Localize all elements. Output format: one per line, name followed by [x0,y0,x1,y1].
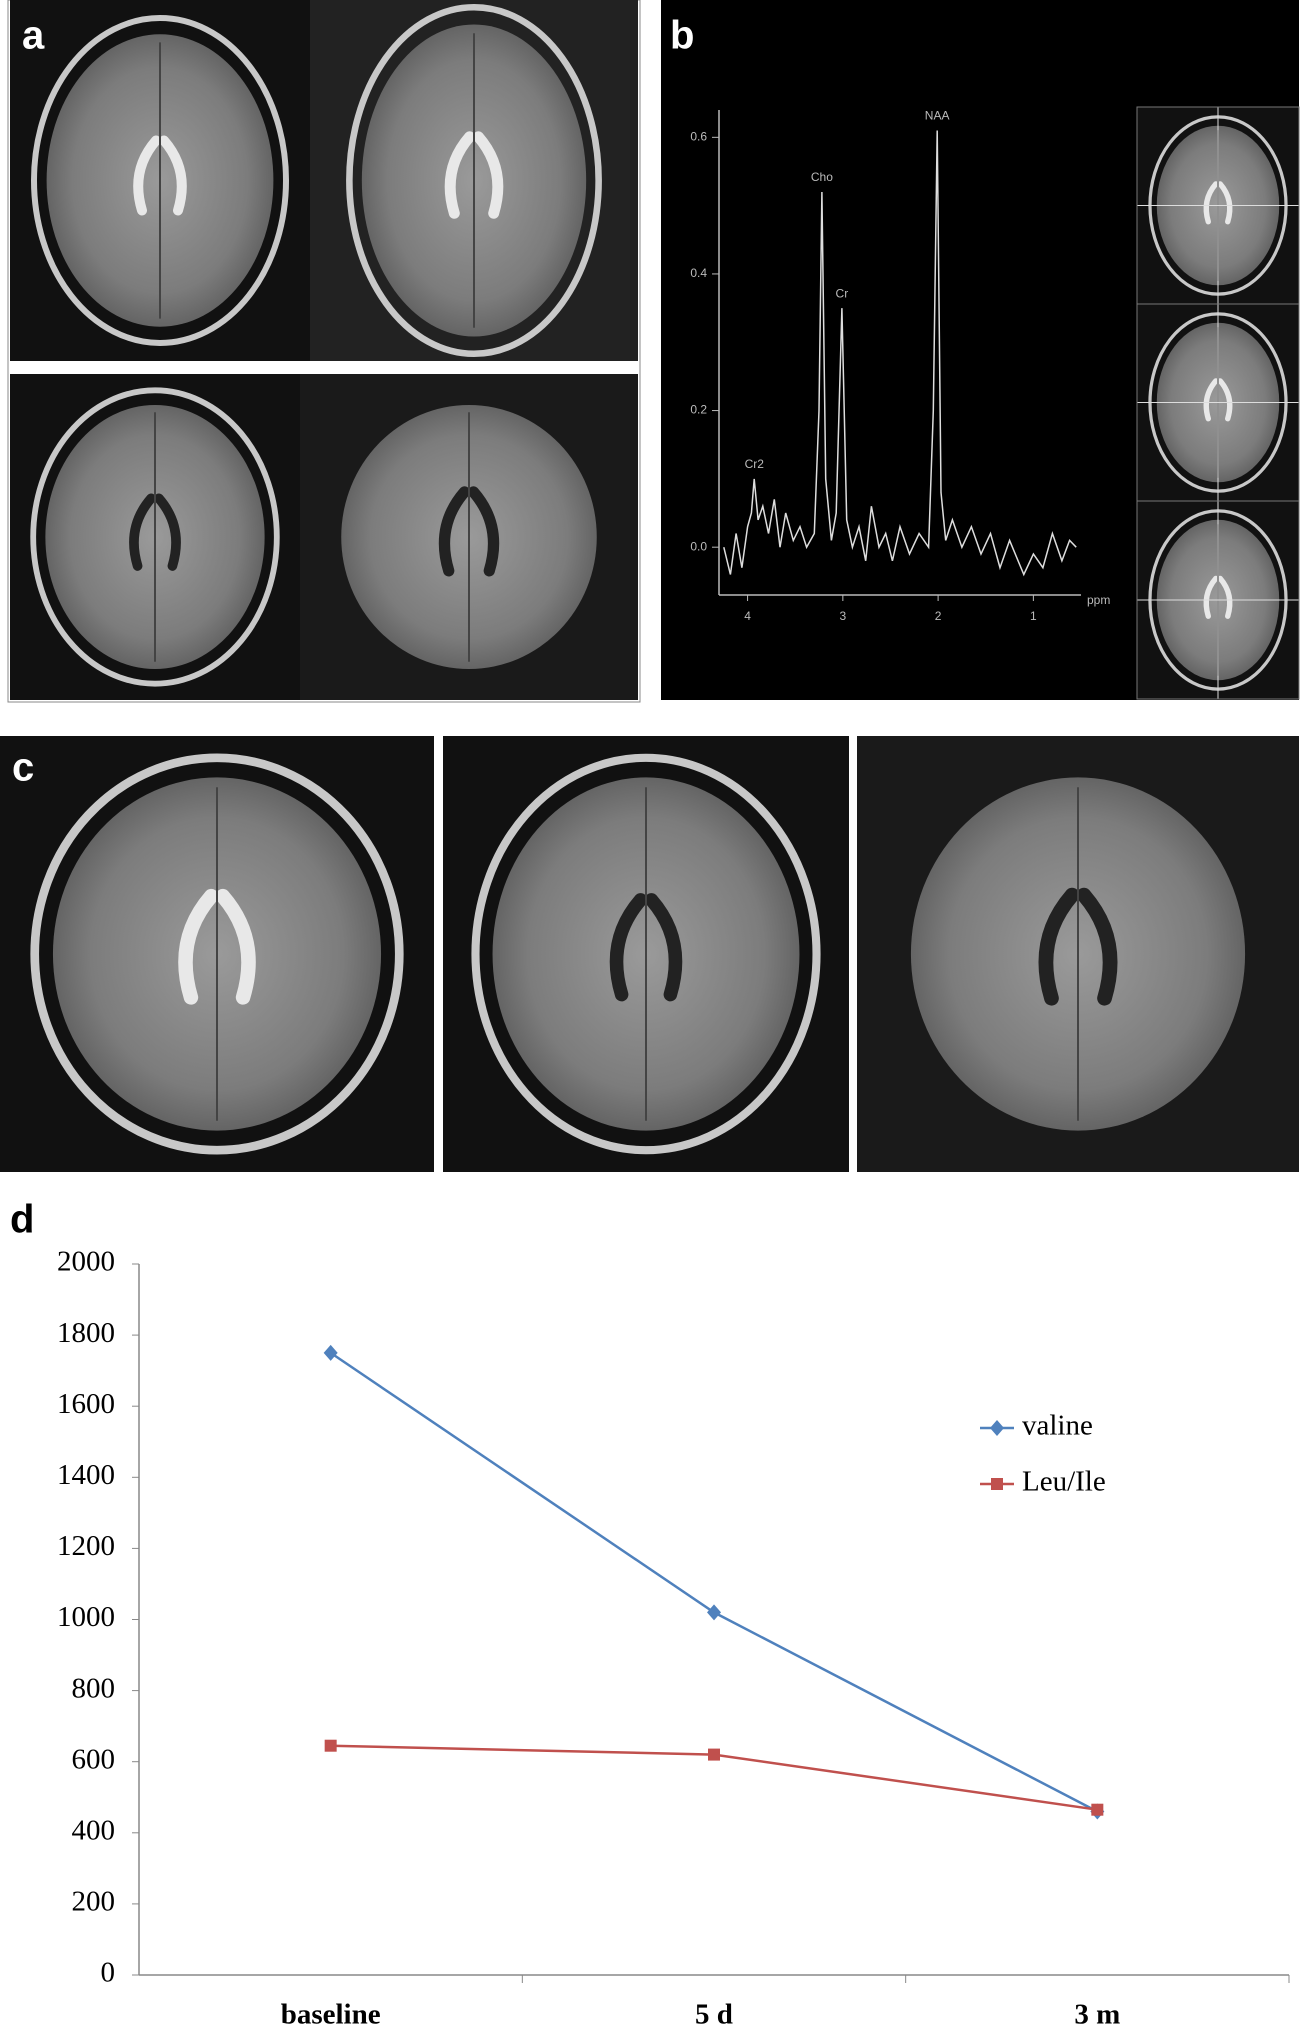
ventricle [1203,181,1233,225]
ventricle [133,135,187,216]
skull [471,753,821,1155]
ventricle [609,893,683,1002]
peak-label: Cho [811,170,833,184]
panel-label: d [10,1198,34,1242]
legend-marker [990,1420,1004,1436]
marker [324,1739,337,1752]
legend-label: valine [1022,1410,1093,1442]
y-tick-label: 1000 [57,1601,115,1633]
ventricle [1203,575,1233,619]
x-tick-label: baseline [281,1999,381,2031]
x-tick-label: 3 [839,609,846,623]
x-tick-label: 5 d [695,1999,733,2031]
y-tick-label: 200 [72,1886,116,1918]
panel-label: c [12,746,34,790]
x-axis-label: ppm [1087,593,1110,607]
x-tick-label: 2 [935,609,942,623]
y-tick-label: 0.2 [690,403,707,417]
y-tick-label: 1600 [57,1388,115,1420]
x-tick-label: 1 [1030,609,1037,623]
marker [708,1748,720,1761]
peak-label: Cr [836,286,849,300]
thumb-frame [1136,500,1300,700]
x-tick-label: 4 [744,609,751,623]
panel-label: a [22,14,45,58]
plots: 0.0 0.2 0.4 0.6 4 3 2 1 ppm Cr2 Cho Cr NAA baseline 5 … [57,109,1290,2031]
skull [346,3,602,358]
x-tick-label: 3 m [1074,1999,1120,2031]
y-tick-label: 0.0 [690,539,707,553]
legend-marker [991,1478,1003,1490]
panel-label: b [670,14,694,58]
y-tick-label: 0.6 [690,129,707,143]
y-tick-label: 1200 [57,1530,115,1562]
y-tick-label: 600 [72,1743,116,1775]
ventricle [438,486,500,577]
y-tick-label: 2000 [57,1246,115,1278]
y-tick-label: 800 [72,1672,116,1704]
ventricle [129,493,181,571]
y-tick-label: 1400 [57,1459,115,1491]
ventricle [1038,887,1118,1006]
peak-label: Cr2 [745,457,765,471]
marker [707,1604,721,1621]
y-tick-label: 0 [101,1957,116,1989]
legend-label: Leu/Ile [1022,1466,1106,1498]
peak-label: NAA [925,109,950,123]
y-tick-label: 1800 [57,1317,115,1349]
ventricle [1203,378,1233,422]
y-tick-label: 400 [72,1814,116,1846]
marker [323,1344,338,1361]
images [0,0,1300,1172]
y-tick-label: 0.4 [690,266,707,280]
skull [30,753,404,1155]
marker [1091,1803,1104,1816]
ventricle [444,131,504,219]
ventricle [178,888,256,1005]
series-line [723,130,1077,577]
skull [30,387,280,687]
skull [31,15,289,346]
